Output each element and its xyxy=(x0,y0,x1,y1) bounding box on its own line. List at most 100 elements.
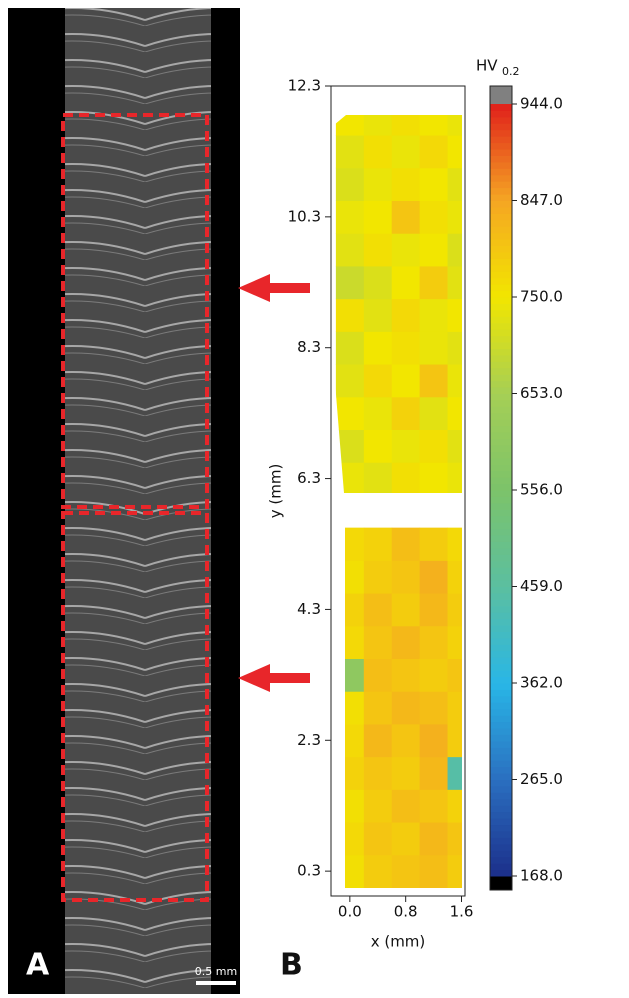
colorbar-band xyxy=(490,284,512,291)
colorbar-tick-label: 653.0 xyxy=(520,384,563,402)
colorbar-tick-label: 459.0 xyxy=(520,577,563,595)
colorbar-band xyxy=(490,477,512,484)
colorbar-band xyxy=(490,361,512,368)
contour-cell xyxy=(392,397,420,430)
contour-cell xyxy=(336,233,364,266)
contour-cell xyxy=(448,299,476,332)
colorbar-band xyxy=(490,297,512,304)
contour-cell xyxy=(336,855,364,888)
contour-cell xyxy=(364,757,392,790)
contour-cell xyxy=(420,331,448,364)
figure: 0.5 mm A B x (mm) y (mm) HV 0.2 0.00.81.… xyxy=(0,0,629,994)
contour-cell xyxy=(336,462,364,495)
colorbar-band xyxy=(490,747,512,754)
contour-cell xyxy=(364,626,392,659)
contour-cell xyxy=(420,200,448,233)
colorbar-band xyxy=(490,657,512,664)
contour-cell xyxy=(364,691,392,724)
contour-cell xyxy=(420,528,448,561)
contour-cell xyxy=(392,528,420,561)
contour-cell xyxy=(448,822,476,855)
colorbar-band xyxy=(490,387,512,394)
colorbar-band xyxy=(490,561,512,568)
contour-cell xyxy=(448,724,476,757)
contour-cell xyxy=(448,135,476,168)
colorbar-band xyxy=(490,522,512,529)
contour-cell xyxy=(336,593,364,626)
contour-cell xyxy=(420,560,448,593)
contour-cell xyxy=(420,691,448,724)
colorbar-band xyxy=(490,741,512,748)
y-tick-label: 4.3 xyxy=(297,600,321,618)
contour-cell xyxy=(420,658,448,691)
contour-cell xyxy=(336,560,364,593)
contour-cell xyxy=(336,691,364,724)
contour-cell xyxy=(364,789,392,822)
contour-cell xyxy=(336,528,364,561)
colorbar-band xyxy=(490,291,512,298)
colorbar-band xyxy=(490,394,512,401)
colorbar-band xyxy=(490,593,512,600)
colorbar-band xyxy=(490,837,512,844)
contour-cell xyxy=(420,233,448,266)
colorbar-band xyxy=(490,226,512,233)
colorbar-band xyxy=(490,619,512,626)
colorbar-band xyxy=(490,780,512,787)
colorbar-band xyxy=(490,451,512,458)
colorbar-band xyxy=(490,117,512,124)
colorbar-band xyxy=(490,194,512,201)
colorbar-band xyxy=(490,734,512,741)
contour-cell xyxy=(364,364,392,397)
contour-cell xyxy=(420,855,448,888)
colorbar-band xyxy=(490,696,512,703)
colorbar-band xyxy=(490,458,512,465)
colorbar-band xyxy=(490,548,512,555)
colorbar-tick-label: 168.0 xyxy=(520,867,563,885)
colorbar-band xyxy=(490,368,512,375)
contour-cell xyxy=(336,266,364,299)
colorbar-band xyxy=(490,683,512,690)
y-axis-label: y (mm) xyxy=(267,464,285,519)
x-tick-label: 0.0 xyxy=(338,903,362,921)
colorbar-band xyxy=(490,104,512,111)
contour-cell xyxy=(392,691,420,724)
scale-bar xyxy=(196,981,236,985)
contour-cell xyxy=(336,168,364,201)
x-axis-label: x (mm) xyxy=(371,933,426,951)
panel-label: B xyxy=(280,948,303,983)
contour-cell xyxy=(336,200,364,233)
contour-cell xyxy=(420,593,448,626)
colorbar-tick-label: 944.0 xyxy=(520,95,563,113)
contour-cell xyxy=(364,331,392,364)
colorbar-band xyxy=(490,329,512,336)
colorbar-band xyxy=(490,213,512,220)
colorbar-band xyxy=(490,799,512,806)
scale-label: 0.5 mm xyxy=(195,965,237,978)
contour-cell xyxy=(364,233,392,266)
contour-cell xyxy=(392,364,420,397)
micrograph xyxy=(65,8,211,994)
colorbar-band xyxy=(490,606,512,613)
colorbar-band xyxy=(490,168,512,175)
colorbar-band xyxy=(490,574,512,581)
colorbar-band xyxy=(490,271,512,278)
contour-cell xyxy=(364,135,392,168)
colorbar-band xyxy=(490,516,512,523)
y-tick-label: 0.3 xyxy=(297,862,321,880)
colorbar-band xyxy=(490,233,512,240)
colorbar-band xyxy=(490,316,512,323)
contour-cell xyxy=(364,299,392,332)
colorbar-band xyxy=(490,632,512,639)
colorbar-band xyxy=(490,529,512,536)
contour-cell xyxy=(420,789,448,822)
colorbar-band xyxy=(490,831,512,838)
colorbar-band xyxy=(490,664,512,671)
colorbar-band xyxy=(490,303,512,310)
colorbar-tick-label: 556.0 xyxy=(520,481,563,499)
colorbar-band xyxy=(490,580,512,587)
colorbar-band xyxy=(490,792,512,799)
colorbar-band xyxy=(490,136,512,143)
contour-cell xyxy=(448,757,476,790)
colorbar-band xyxy=(490,638,512,645)
colorbar-band xyxy=(490,677,512,684)
